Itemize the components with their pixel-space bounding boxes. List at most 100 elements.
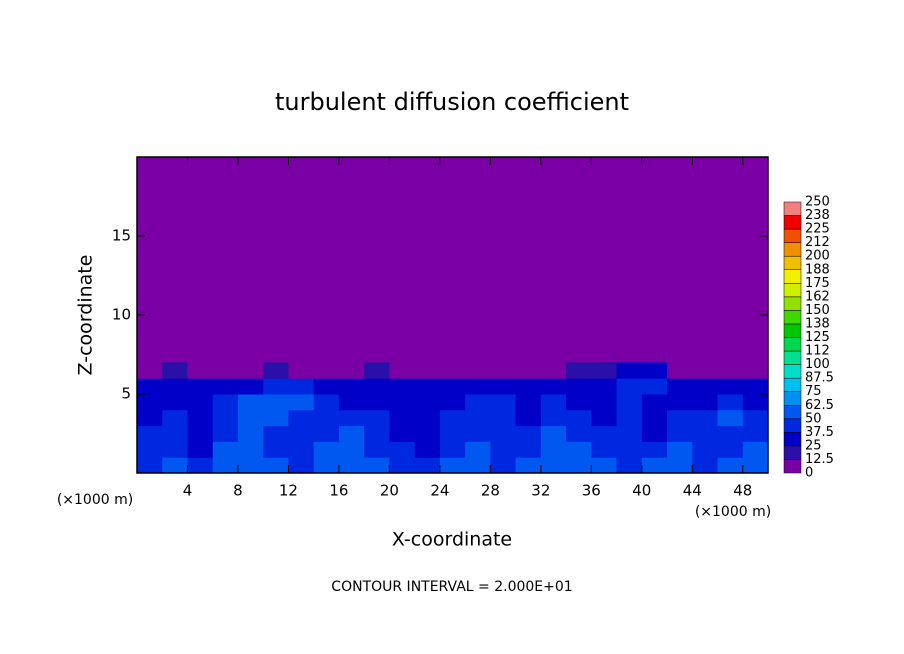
- heat-cell: [162, 409, 188, 427]
- heat-cell: [566, 378, 592, 395]
- colorbar-swatch: [783, 255, 802, 271]
- heat-cell: [137, 378, 163, 395]
- heat-cell: [616, 394, 643, 411]
- heat-cell: [667, 378, 693, 395]
- heat-cell: [742, 425, 769, 442]
- colorbar-label: 0: [805, 466, 813, 481]
- heat-cell: [187, 362, 214, 379]
- heat-cell: [288, 457, 315, 474]
- heat-cell: [641, 362, 668, 379]
- heat-cell: [237, 441, 264, 458]
- colorbar-label: 238: [805, 208, 830, 223]
- heat-cell: [667, 409, 693, 427]
- heat-cell: [313, 394, 340, 411]
- x-tick-label: 28: [481, 482, 500, 500]
- colorbar-label: 250: [805, 195, 830, 210]
- colorbar-swatch: [783, 445, 802, 460]
- heat-cell: [641, 378, 668, 395]
- heat-cell: [439, 457, 466, 474]
- heat-cell: [515, 425, 542, 442]
- colorbar-swatch: [783, 337, 802, 352]
- heat-cell: [591, 362, 618, 379]
- x-axis-label: X-coordinate: [392, 529, 512, 551]
- heat-cell: [414, 394, 441, 411]
- heat-cell: [667, 457, 693, 474]
- heat-cell: [540, 409, 567, 427]
- x-tick-label: 44: [683, 482, 702, 500]
- heat-cell: [389, 378, 416, 395]
- y-tick-label: 15: [112, 227, 131, 245]
- colorbar-swatch: [783, 323, 802, 338]
- heat-cell: [616, 409, 643, 427]
- heat-cell: [162, 425, 188, 442]
- heat-cell: [313, 457, 340, 474]
- heat-cell: [717, 394, 744, 411]
- colorbar-swatch: [783, 296, 802, 311]
- heat-cell: [465, 362, 491, 379]
- heat-cell: [237, 378, 264, 395]
- heat-cell: [641, 409, 668, 427]
- heat-cell: [364, 378, 390, 395]
- heat-cell: [540, 441, 567, 458]
- heat-cell: [162, 378, 188, 395]
- heat-cell: [540, 394, 567, 411]
- x-tick-label: 36: [582, 482, 601, 500]
- heat-cell: [414, 457, 441, 474]
- heat-cell: [465, 409, 491, 427]
- heat-cell: [490, 394, 517, 411]
- heat-cell: [439, 378, 466, 395]
- heat-cell: [439, 362, 466, 379]
- heat-cell: [137, 425, 163, 442]
- heat-cell: [667, 441, 693, 458]
- heat-cell: [515, 362, 542, 379]
- heat-cell: [616, 378, 643, 395]
- heat-cell: [465, 394, 491, 411]
- heat-cell: [717, 425, 744, 442]
- heat-cell: [465, 441, 491, 458]
- y-tick-label: 10: [112, 306, 131, 324]
- heat-cell: [263, 425, 289, 442]
- heat-cell: [414, 425, 441, 442]
- heat-cell: [338, 441, 365, 458]
- colorbar-swatch: [783, 283, 802, 298]
- heat-cell: [137, 441, 163, 458]
- heat-cell: [162, 362, 188, 379]
- colorbar-label: 62.5: [805, 398, 834, 413]
- heat-cell: [742, 457, 769, 474]
- heat-cell: [364, 425, 390, 442]
- colorbar-label: 225: [805, 222, 830, 237]
- heat-cell: [137, 409, 163, 427]
- x-unit: (×1000 m): [695, 504, 771, 520]
- heat-cell: [389, 425, 416, 442]
- heat-cell: [263, 362, 289, 379]
- heat-cell: [338, 409, 365, 427]
- heat-cell: [389, 457, 416, 474]
- x-tick-label: 40: [632, 482, 651, 500]
- heat-cell: [515, 409, 542, 427]
- heat-cell: [338, 378, 365, 395]
- colorbar-label: 75: [805, 384, 822, 399]
- heat-cell: [212, 457, 239, 474]
- heat-cell: [641, 394, 668, 411]
- heat-cell: [237, 457, 264, 474]
- colorbar-label: 112: [805, 344, 830, 359]
- heat-cell: [237, 409, 264, 427]
- heat-cell: [187, 378, 214, 395]
- colorbar-swatch: [783, 242, 802, 257]
- colorbar-swatch: [783, 215, 802, 230]
- heat-cell: [490, 457, 517, 474]
- heat-cell: [263, 457, 289, 474]
- heat-cell: [692, 441, 719, 458]
- heat-cell: [717, 409, 744, 427]
- x-tick-label: 24: [430, 482, 449, 500]
- colorbar-label: 200: [805, 249, 830, 264]
- heat-cell: [490, 425, 517, 442]
- colorbar-label: 37.5: [805, 425, 834, 440]
- colorbar-label: 100: [805, 357, 830, 372]
- heat-cell: [212, 441, 239, 458]
- colorbar-swatch: [783, 391, 802, 406]
- heat-cell: [692, 425, 719, 442]
- heat-cell: [288, 409, 315, 427]
- colorbar-label: 125: [805, 330, 830, 345]
- heat-cell: [490, 441, 517, 458]
